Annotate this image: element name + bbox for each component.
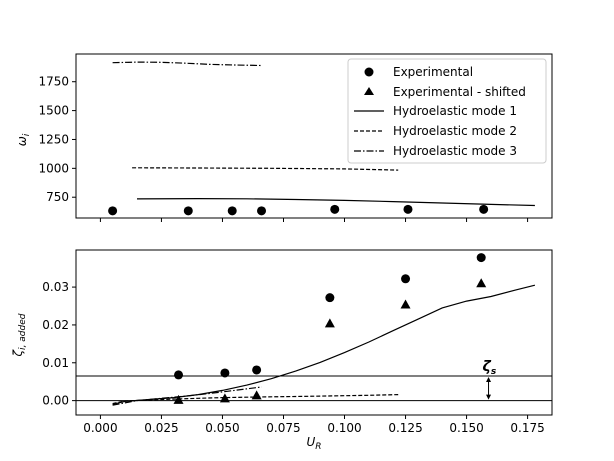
legend-frame xyxy=(347,58,547,164)
damping-x-tick-label: 0.075 xyxy=(266,421,300,435)
legend-label-experimental: Experimental xyxy=(393,65,473,79)
frequency-point-experimental xyxy=(108,206,118,216)
damping-point-experimental-shifted xyxy=(324,318,335,328)
legend-label-mode-3: Hydroelastic mode 3 xyxy=(393,144,517,158)
damping-series-hydroelastic-mode-2 xyxy=(112,394,399,405)
frequency-point-experimental xyxy=(479,204,489,214)
damping-x-tick-label: 0.050 xyxy=(205,421,239,435)
frequency-point-experimental xyxy=(330,204,340,214)
legend-marker-experimental xyxy=(364,67,374,77)
damping-point-experimental-shifted xyxy=(400,299,411,309)
damping-x-tick-label: 0.150 xyxy=(449,421,483,435)
legend-label-mode-1: Hydroelastic mode 1 xyxy=(393,104,517,118)
damping-y-tick-label: 0.00 xyxy=(42,394,69,408)
damping-x-axis-label: UR xyxy=(306,435,321,452)
legend-marker-experimental-shifted xyxy=(364,87,374,95)
frequency-y-ticks: 750 1000 1250 1500 1750 xyxy=(38,75,529,222)
damping-y-ticks: 0.00 0.01 0.02 0.03 xyxy=(42,280,76,408)
damping-series-hydroelastic-mode-1 xyxy=(112,284,536,405)
frequency-y-tick-label: 1750 xyxy=(38,75,69,89)
frequency-point-experimental xyxy=(227,206,237,216)
damping-y-tick-label: 0.03 xyxy=(42,280,69,294)
annotation-arrowhead-bottom xyxy=(486,394,492,400)
damping-point-experimental xyxy=(476,253,486,263)
damping-point-experimental xyxy=(401,274,411,284)
frequency-series-hydroelastic-mode-3 xyxy=(112,61,262,67)
damping-plot-area xyxy=(76,253,552,406)
damping-x-ticks: 0.000 0.025 0.050 0.075 0.100 0.125 0.150 0.175 xyxy=(83,415,545,435)
frequency-y-axis-label: ωi xyxy=(15,133,32,146)
damping-x-tick-label: 0.100 xyxy=(327,421,361,435)
damping-x-tick-label: 0.175 xyxy=(510,421,544,435)
frequency-plot-area xyxy=(108,61,535,216)
damping-y-axis-label: ζi, added xyxy=(11,313,28,357)
legend-label-mode-2: Hydroelastic mode 2 xyxy=(393,124,517,138)
damping-point-experimental xyxy=(325,293,335,303)
frequency-point-experimental xyxy=(257,206,267,216)
damping-axes-frame xyxy=(75,249,553,416)
frequency-series-hydroelastic-mode-2 xyxy=(132,167,399,171)
frequency-y-tick-label: 1000 xyxy=(38,161,69,175)
frequency-axes-frame xyxy=(75,53,553,219)
damping-x-tick-label: 0.025 xyxy=(144,421,178,435)
frequency-point-experimental xyxy=(403,204,413,214)
damping-point-experimental-shifted xyxy=(476,278,487,288)
damping-point-experimental-shifted xyxy=(219,393,230,403)
annotation-arrowhead-top xyxy=(486,377,492,383)
structural-damping-annotation: ζs xyxy=(483,359,497,400)
damping-point-experimental xyxy=(220,368,230,378)
legend: Experimental Experimental - shifted Hydr… xyxy=(347,58,547,164)
frequency-y-tick-label: 1250 xyxy=(38,132,69,146)
damping-point-experimental xyxy=(174,370,184,380)
frequency-y-tick-label: 1500 xyxy=(38,104,69,118)
annotation-label: ζs xyxy=(483,359,497,377)
damping-panel: 0.00 0.01 0.02 0.03 0.000 0.025 0.050 0.075 0.1… xyxy=(11,249,553,452)
damping-y-tick-label: 0.01 xyxy=(42,356,69,370)
frequency-y-tick-label: 750 xyxy=(46,190,69,204)
frequency-panel: 750 1000 1250 1500 1750 ωi Experimental Expe… xyxy=(15,53,553,222)
legend-label-experimental-shifted: Experimental - shifted xyxy=(393,85,526,99)
damping-y-tick-label: 0.02 xyxy=(42,318,69,332)
damping-x-tick-label: 0.125 xyxy=(388,421,422,435)
damping-point-experimental xyxy=(252,365,262,375)
frequency-series-hydroelastic-mode-1 xyxy=(136,198,535,207)
damping-x-tick-label: 0.000 xyxy=(83,421,117,435)
frequency-point-experimental xyxy=(183,206,193,216)
